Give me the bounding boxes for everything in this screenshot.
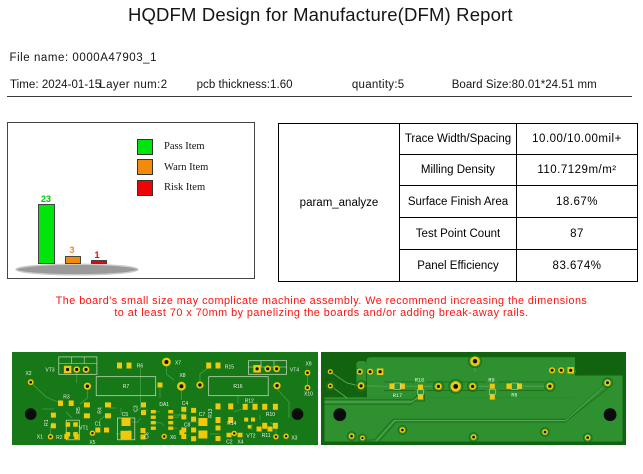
svg-text:VT2: VT2: [246, 433, 255, 439]
svg-text:C1: C1: [95, 421, 102, 427]
svg-text:R1: R1: [44, 419, 50, 426]
svg-text:C8: C8: [184, 423, 191, 429]
svg-text:C5: C5: [122, 412, 129, 418]
svg-text:X8: X8: [179, 373, 185, 379]
svg-text:R10: R10: [266, 412, 275, 418]
svg-text:R11: R11: [262, 433, 271, 439]
svg-text:R18: R18: [415, 378, 424, 384]
svg-text:X6: X6: [170, 435, 176, 441]
svg-text:X7: X7: [175, 361, 181, 367]
svg-text:X10: X10: [304, 392, 313, 398]
svg-text:R4: R4: [98, 407, 104, 414]
svg-text:X9: X9: [305, 362, 311, 368]
svg-text:VT1: VT1: [79, 426, 88, 432]
svg-text:X1: X1: [37, 435, 43, 441]
svg-text:C7: C7: [199, 412, 206, 418]
svg-text:X4: X4: [237, 439, 243, 445]
svg-text:R8: R8: [511, 392, 517, 398]
svg-text:R2: R2: [56, 435, 63, 441]
svg-text:VT4: VT4: [290, 368, 299, 374]
svg-text:R7: R7: [123, 384, 130, 390]
svg-text:R9: R9: [488, 378, 494, 384]
svg-text:C6: C6: [145, 432, 151, 439]
svg-text:X5: X5: [89, 440, 95, 445]
svg-text:VT3: VT3: [45, 368, 54, 374]
svg-text:X3: X3: [291, 436, 297, 442]
svg-text:R15: R15: [225, 365, 234, 371]
svg-text:R13: R13: [208, 408, 214, 417]
svg-text:C2: C2: [226, 439, 233, 445]
svg-text:DA1: DA1: [159, 402, 169, 408]
svg-text:R12: R12: [245, 399, 254, 405]
svg-text:X2: X2: [25, 371, 31, 377]
svg-text:R17: R17: [393, 393, 402, 399]
svg-text:R3: R3: [63, 395, 70, 401]
svg-text:R6: R6: [137, 364, 144, 370]
svg-text:R16: R16: [233, 384, 242, 390]
svg-text:C3: C3: [134, 405, 140, 412]
svg-text:C4: C4: [182, 401, 189, 407]
svg-text:R14: R14: [227, 421, 236, 427]
svg-text:R5: R5: [76, 407, 82, 414]
